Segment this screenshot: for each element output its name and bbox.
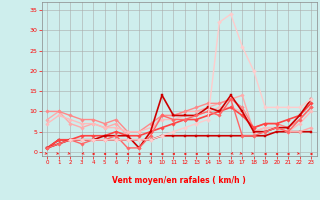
X-axis label: Vent moyen/en rafales ( km/h ): Vent moyen/en rafales ( km/h )	[112, 176, 246, 185]
